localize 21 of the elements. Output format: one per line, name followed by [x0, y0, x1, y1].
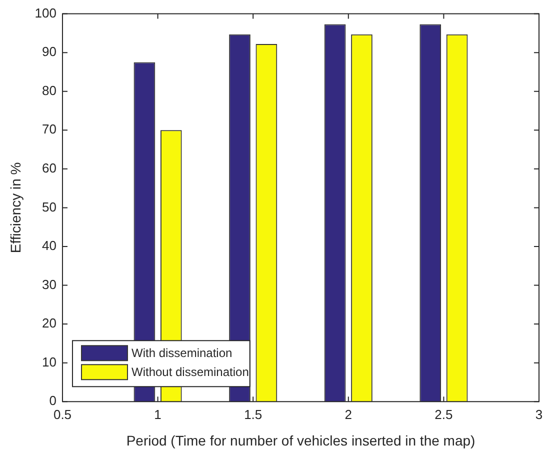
- y-axis-title: Efficiency in %: [7, 162, 24, 254]
- y-tick-label: 70: [42, 122, 56, 137]
- y-tick-label: 100: [34, 5, 56, 20]
- y-tick-label: 30: [42, 276, 56, 292]
- y-tick-label: 10: [42, 354, 56, 370]
- legend-label: Without dissemination: [131, 364, 249, 379]
- x-tick-label: 1: [154, 406, 162, 422]
- y-tick-label: 90: [42, 44, 56, 60]
- x-tick-label: 0.5: [53, 406, 72, 422]
- x-tick-label: 1.5: [244, 406, 262, 422]
- y-tick-label: 60: [42, 160, 56, 176]
- x-tick-label: 3: [535, 406, 543, 422]
- y-tick-label: 0: [49, 393, 56, 408]
- x-axis-title: Period (Time for number of vehicles inserted in the map): [126, 432, 476, 448]
- y-tick-label: 80: [42, 82, 56, 98]
- legend-label: With dissemination: [131, 346, 232, 360]
- y-tick-label: 50: [42, 199, 56, 214]
- x-tick-label: 2.5: [434, 406, 453, 422]
- y-tick-label: 20: [42, 316, 56, 331]
- y-tick-label: 40: [42, 238, 56, 254]
- x-tick-label: 2: [344, 406, 352, 422]
